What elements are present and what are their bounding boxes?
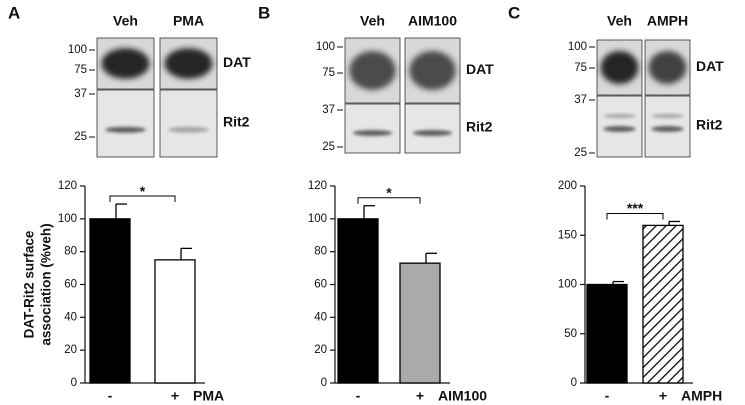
significance-bracket — [357, 197, 421, 204]
rit2-band-upper — [651, 114, 684, 118]
bar — [642, 224, 684, 384]
y-tick-label: 100 — [308, 213, 327, 225]
marker-label: 25 — [322, 141, 335, 153]
panel-letter: B — [258, 3, 270, 22]
y-tick-label: 100 — [558, 279, 577, 291]
y-tick-label: 20 — [314, 344, 327, 356]
lane-label: Veh — [113, 13, 138, 29]
y-axis-label: association (%veh) — [39, 223, 54, 345]
y-tick-label: 0 — [571, 377, 577, 389]
rit2-band — [104, 126, 147, 133]
marker-label: 75 — [574, 62, 587, 74]
y-tick-label: 60 — [314, 279, 327, 291]
lane-label: Veh — [607, 13, 632, 29]
dat-band — [101, 48, 150, 79]
panel-letter: A — [8, 3, 20, 22]
dat-band — [349, 51, 396, 90]
y-tick-label: 0 — [71, 377, 77, 389]
significance-label: * — [386, 184, 392, 200]
y-tick-label: 0 — [321, 377, 327, 389]
treatment-label: PMA — [193, 388, 224, 404]
rit2-band — [603, 126, 636, 132]
bar — [89, 218, 131, 384]
marker-label: 37 — [574, 94, 587, 106]
treatment-label: AIM100 — [438, 388, 487, 404]
dat-band — [409, 51, 456, 90]
band-label: DAT — [696, 58, 724, 74]
x-tick-label: - — [356, 388, 361, 404]
y-tick-label: 150 — [558, 229, 577, 241]
x-tick-label: + — [659, 388, 667, 404]
y-tick-label: 40 — [64, 311, 77, 323]
marker-label: 100 — [316, 41, 335, 53]
lane-label: PMA — [173, 13, 204, 29]
marker-label: 25 — [574, 147, 587, 159]
y-tick-label: 120 — [308, 180, 327, 192]
panel-letter: C — [508, 3, 520, 22]
bar — [337, 218, 379, 384]
y-tick-label: 20 — [64, 344, 77, 356]
x-tick-label: - — [108, 388, 113, 404]
marker-label: 100 — [68, 44, 87, 56]
dat-band — [648, 51, 687, 84]
bar — [399, 262, 441, 384]
y-tick-label: 100 — [58, 213, 77, 225]
y-tick-label: 120 — [58, 180, 77, 192]
marker-label: 37 — [322, 104, 335, 116]
y-tick-label: 80 — [314, 246, 327, 258]
dat-band — [164, 48, 213, 79]
x-tick-label: + — [416, 388, 424, 404]
y-tick-label: 60 — [64, 279, 77, 291]
lane-label: AIM100 — [408, 13, 457, 29]
lane-label: Veh — [360, 13, 385, 29]
marker-label: 75 — [74, 64, 87, 76]
blot-rit2 — [96, 89, 155, 158]
rit2-band — [651, 126, 684, 132]
lane-label: AMPH — [647, 13, 688, 29]
y-tick-label: 80 — [64, 246, 77, 258]
treatment-label: AMPH — [681, 388, 722, 404]
rit2-band — [412, 130, 453, 136]
significance-label: *** — [627, 200, 644, 216]
y-tick-label: 40 — [314, 311, 327, 323]
x-tick-label: + — [171, 388, 179, 404]
bar — [586, 283, 628, 384]
y-tick-label: 50 — [564, 328, 577, 340]
band-label: DAT — [466, 61, 494, 77]
dat-band — [600, 51, 639, 84]
rit2-band — [167, 126, 210, 133]
marker-label: 25 — [74, 131, 87, 143]
significance-label: * — [140, 183, 146, 199]
band-label: DAT — [223, 54, 251, 70]
rit2-band-upper — [603, 114, 636, 118]
band-label: Rit2 — [223, 114, 250, 130]
marker-label: 100 — [568, 41, 587, 53]
marker-label: 75 — [322, 67, 335, 79]
blot-rit2 — [404, 103, 461, 154]
significance-bracket — [109, 195, 176, 203]
blot-rit2 — [344, 103, 401, 154]
significance-bracket — [606, 212, 664, 220]
bar — [154, 259, 196, 384]
band-label: Rit2 — [696, 117, 723, 133]
marker-label: 37 — [74, 88, 87, 100]
rit2-band — [352, 130, 393, 136]
x-tick-label: - — [605, 388, 610, 404]
y-axis-label: DAT-Rit2 surface — [22, 230, 37, 338]
y-tick-label: 200 — [558, 180, 577, 192]
blot-rit2 — [159, 89, 218, 158]
band-label: Rit2 — [466, 119, 493, 135]
